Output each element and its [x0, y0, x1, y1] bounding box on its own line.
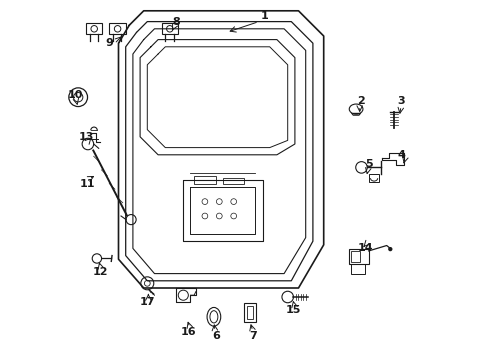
Text: 11: 11 [80, 179, 96, 189]
Text: 3: 3 [396, 96, 404, 106]
Text: 17: 17 [139, 297, 155, 307]
Bar [109, 23, 125, 34]
Text: 2: 2 [357, 96, 365, 106]
Text: 15: 15 [285, 305, 300, 315]
Circle shape [387, 247, 392, 251]
Text: 13: 13 [79, 132, 94, 142]
Bar [368, 174, 379, 182]
Bar [350, 251, 359, 262]
Text: 1: 1 [260, 11, 267, 21]
Bar [86, 23, 102, 34]
Bar [244, 303, 255, 322]
Text: 12: 12 [93, 267, 108, 277]
Bar [348, 249, 368, 264]
Bar [194, 176, 215, 184]
Text: 7: 7 [249, 330, 257, 341]
Text: 10: 10 [67, 90, 83, 100]
Text: 4: 4 [396, 150, 404, 160]
Bar [223, 178, 244, 184]
Bar [350, 264, 365, 274]
Text: 16: 16 [181, 327, 196, 337]
Bar [246, 306, 253, 319]
Bar [162, 23, 178, 34]
Text: 14: 14 [357, 243, 372, 253]
Text: 5: 5 [364, 159, 372, 169]
Text: 9: 9 [105, 38, 113, 48]
Text: 8: 8 [172, 17, 180, 27]
Text: 6: 6 [211, 330, 219, 341]
